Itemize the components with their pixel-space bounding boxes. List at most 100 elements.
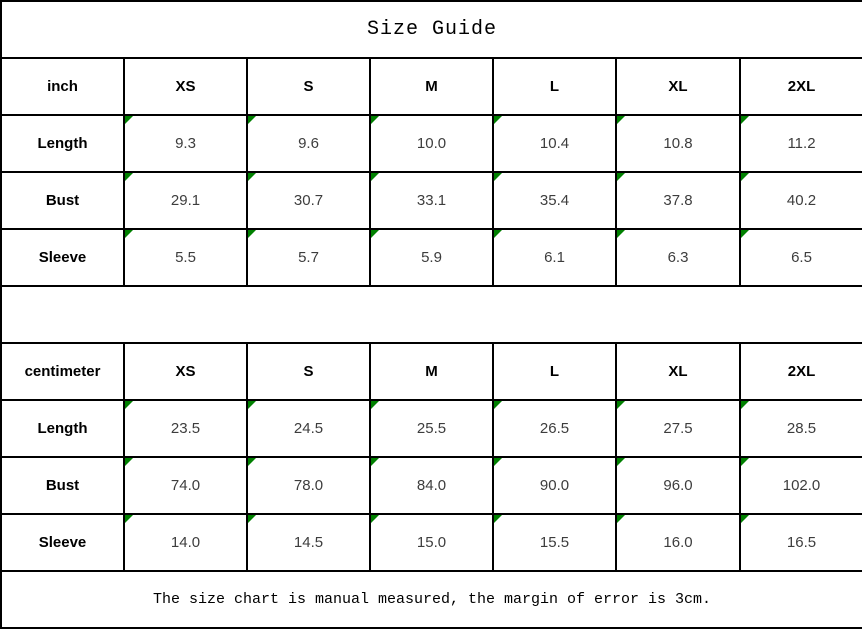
cell-corner-flag-icon — [742, 516, 749, 523]
size-column-header-m: M — [369, 342, 494, 401]
size-value-cell: 96.0 — [615, 456, 741, 515]
size-value-cell: 23.5 — [123, 399, 248, 458]
row-label-length: Length — [0, 114, 125, 173]
size-value-cell: 27.5 — [615, 399, 741, 458]
footer-row: The size chart is manual measured, the m… — [0, 570, 862, 629]
size-value: 5.5 — [175, 249, 196, 266]
size-value: 74.0 — [170, 477, 201, 494]
size-value-cell: 74.0 — [123, 456, 248, 515]
size-value: 15.0 — [416, 534, 447, 551]
cell-corner-flag-icon — [742, 174, 749, 181]
cell-corner-flag-icon — [372, 402, 379, 409]
size-value-cell: 35.4 — [492, 171, 617, 230]
size-value: 5.9 — [421, 249, 442, 266]
size-column-header-l: L — [492, 57, 617, 116]
cell-corner-flag-icon — [495, 516, 502, 523]
table-row-bust: Bust 74.0 78.0 84.0 90.0 96.0 102.0 — [0, 456, 862, 515]
size-header-row: inch XS S M L XL 2XL — [0, 57, 862, 116]
size-value: 90.0 — [539, 477, 570, 494]
size-value: 6.1 — [544, 249, 565, 266]
size-value: 29.1 — [170, 192, 201, 209]
spacer-cell — [0, 285, 862, 344]
size-value-cell: 15.5 — [492, 513, 617, 572]
size-value: 40.2 — [786, 192, 817, 209]
size-value-cell: 9.6 — [246, 114, 371, 173]
size-value-cell: 5.7 — [246, 228, 371, 287]
size-value: 37.8 — [663, 192, 693, 209]
size-value-cell: 14.5 — [246, 513, 371, 572]
table-row-sleeve: Sleeve 5.5 5.7 5.9 6.1 6.3 6.5 — [0, 228, 862, 287]
size-value-cell: 30.7 — [246, 171, 371, 230]
cell-corner-flag-icon — [742, 459, 749, 466]
row-label-bust: Bust — [0, 456, 125, 515]
row-label-bust: Bust — [0, 171, 125, 230]
size-header-row: centimeter XS S M L XL 2XL — [0, 342, 862, 401]
cell-corner-flag-icon — [618, 402, 625, 409]
size-value: 5.7 — [298, 249, 319, 266]
size-value: 28.5 — [786, 420, 817, 437]
size-value-cell: 78.0 — [246, 456, 371, 515]
size-value-cell: 16.5 — [738, 513, 862, 572]
size-value-cell: 90.0 — [492, 456, 617, 515]
size-value: 30.7 — [293, 192, 324, 209]
size-value-cell: 28.5 — [738, 399, 862, 458]
cell-corner-flag-icon — [372, 117, 379, 124]
cell-corner-flag-icon — [372, 174, 379, 181]
spacer-row — [0, 285, 862, 344]
cell-corner-flag-icon — [618, 459, 625, 466]
cell-corner-flag-icon — [495, 459, 502, 466]
size-value: 16.0 — [663, 534, 693, 551]
size-column-header-m: M — [369, 57, 494, 116]
table-row-length: Length 23.5 24.5 25.5 26.5 27.5 28.5 — [0, 399, 862, 458]
cell-corner-flag-icon — [495, 174, 502, 181]
row-label-sleeve: Sleeve — [0, 513, 125, 572]
centimeter-size-table: centimeter XS S M L XL 2XL Length 23.5 24.5 25.5 26… — [0, 342, 862, 572]
size-value-cell: 10.0 — [369, 114, 494, 173]
size-value: 78.0 — [293, 477, 324, 494]
cell-corner-flag-icon — [618, 174, 625, 181]
size-value-cell: 10.8 — [615, 114, 741, 173]
cell-corner-flag-icon — [249, 231, 256, 238]
inch-size-table: inch XS S M L XL 2XL Length 9.3 9.6 10.0 10.4 10.8 11… — [0, 57, 862, 287]
size-value: 27.5 — [663, 420, 693, 437]
cell-corner-flag-icon — [249, 117, 256, 124]
size-value-cell: 15.0 — [369, 513, 494, 572]
size-column-header-l: L — [492, 342, 617, 401]
size-value: 23.5 — [170, 420, 201, 437]
cell-corner-flag-icon — [372, 459, 379, 466]
size-value: 10.4 — [539, 135, 570, 152]
size-value: 10.0 — [416, 135, 447, 152]
size-value-cell: 40.2 — [738, 171, 862, 230]
cell-corner-flag-icon — [742, 231, 749, 238]
title-row: Size Guide — [0, 0, 862, 59]
size-value-cell: 25.5 — [369, 399, 494, 458]
size-value-cell: 37.8 — [615, 171, 741, 230]
cell-corner-flag-icon — [742, 117, 749, 124]
row-label-length: Length — [0, 399, 125, 458]
size-value-cell: 24.5 — [246, 399, 371, 458]
size-column-header-xs: XS — [123, 57, 248, 116]
cell-corner-flag-icon — [126, 459, 133, 466]
cell-corner-flag-icon — [372, 231, 379, 238]
cell-corner-flag-icon — [618, 117, 625, 124]
table-row-length: Length 9.3 9.6 10.0 10.4 10.8 11.2 — [0, 114, 862, 173]
size-value: 14.5 — [293, 534, 324, 551]
unit-header-centimeter: centimeter — [0, 342, 125, 401]
cell-corner-flag-icon — [126, 117, 133, 124]
size-value: 10.8 — [663, 135, 693, 152]
size-value: 24.5 — [293, 420, 324, 437]
cell-corner-flag-icon — [372, 516, 379, 523]
size-value: 15.5 — [539, 534, 570, 551]
size-value-cell: 6.3 — [615, 228, 741, 287]
size-value: 102.0 — [782, 477, 821, 494]
size-value-cell: 16.0 — [615, 513, 741, 572]
cell-corner-flag-icon — [249, 459, 256, 466]
size-value: 9.6 — [298, 135, 319, 152]
size-value-cell: 6.5 — [738, 228, 862, 287]
size-value-cell: 9.3 — [123, 114, 248, 173]
size-column-header-2xl: 2XL — [738, 57, 862, 116]
cell-corner-flag-icon — [126, 231, 133, 238]
size-value: 16.5 — [786, 534, 817, 551]
title-section: Size Guide — [0, 0, 862, 59]
